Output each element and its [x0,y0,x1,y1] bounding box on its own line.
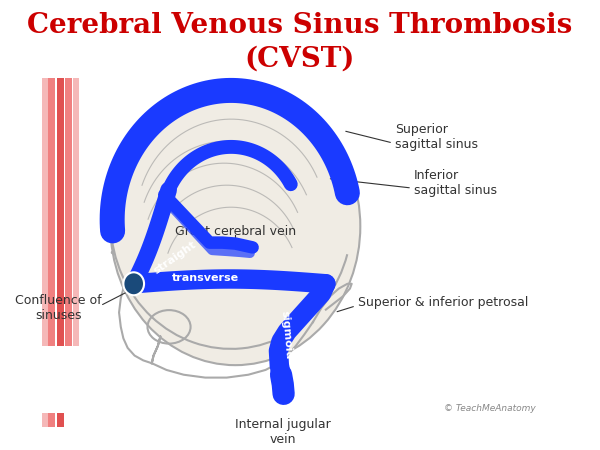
Text: Inferior
sagittal sinus: Inferior sagittal sinus [414,169,497,197]
Text: © TeachMeAnatomy: © TeachMeAnatomy [443,404,535,413]
FancyBboxPatch shape [57,78,64,346]
FancyBboxPatch shape [49,78,55,346]
Text: straight: straight [152,239,198,276]
Text: Cerebral Venous Sinus Thrombosis: Cerebral Venous Sinus Thrombosis [28,12,572,39]
Text: sigmoid: sigmoid [279,310,293,360]
Text: Superior & inferior petrosal: Superior & inferior petrosal [358,297,528,310]
Ellipse shape [110,88,361,365]
Text: Internal jugular
vein: Internal jugular vein [235,418,331,446]
Text: transverse: transverse [172,273,239,283]
FancyBboxPatch shape [49,413,55,428]
FancyBboxPatch shape [41,413,47,428]
FancyBboxPatch shape [41,78,47,346]
Text: Superior
sagittal sinus: Superior sagittal sinus [395,123,478,151]
Text: (CVST): (CVST) [245,45,355,72]
Circle shape [124,272,144,295]
FancyBboxPatch shape [57,413,64,428]
FancyBboxPatch shape [73,78,79,346]
Text: Great cerebral vein: Great cerebral vein [175,225,296,238]
Text: Confluence of
sinuses: Confluence of sinuses [16,294,102,322]
FancyBboxPatch shape [65,78,71,346]
